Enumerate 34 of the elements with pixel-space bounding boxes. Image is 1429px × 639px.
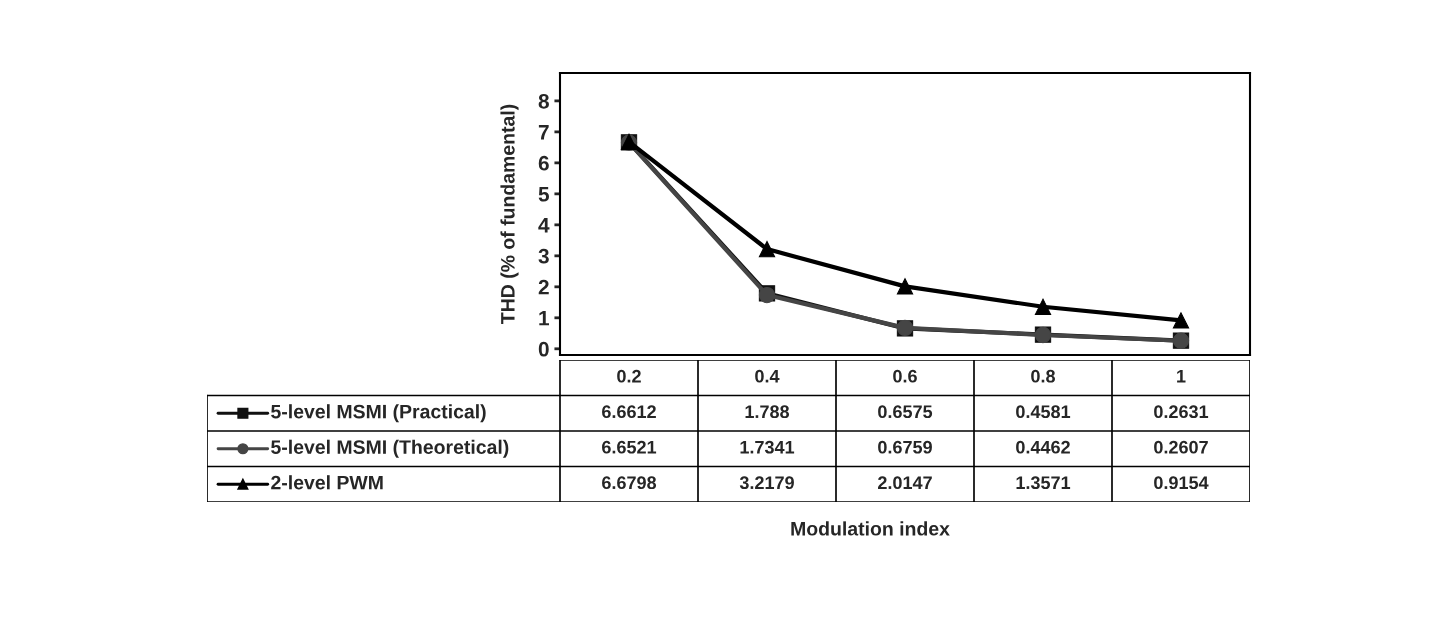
y-tick-label: 6 [538, 155, 549, 171]
y-axis-title: THD (% of fundamental) [500, 104, 519, 324]
y-tick-label: 1 [539, 311, 549, 326]
data-label: 3.2179 [739, 476, 794, 490]
data-label: 0.2607 [1154, 440, 1208, 454]
x-tick-label: 0.6 [893, 369, 917, 383]
data-label: 0.4462 [1016, 440, 1070, 454]
data-label: 1.7341 [740, 440, 795, 454]
data-label: 0.2631 [1154, 405, 1209, 419]
data-label: 6.6521 [602, 440, 657, 454]
text: Modulation index [791, 521, 950, 536]
x-tick-label: 1 [1177, 370, 1186, 383]
data-label: 0.4581 [1016, 405, 1071, 419]
data-label: 0.6575 [878, 405, 933, 419]
legend-label: 5-level MSMI (Theoretical) [271, 439, 509, 458]
y-tick-label: 3 [538, 248, 549, 264]
data-label: 1.788 [745, 405, 790, 419]
data-label: 0.9154 [1154, 476, 1209, 490]
data-label: 1.3571 [1016, 476, 1071, 490]
data-label: 6.6612 [602, 405, 656, 419]
data-label: 0.6759 [878, 440, 932, 454]
y-tick-label: 2 [538, 279, 549, 295]
legend-label: 2-level PWM [271, 475, 383, 490]
y-tick-label: 7 [538, 125, 549, 140]
data-label: 2.0147 [878, 476, 932, 490]
y-tick-label: 4 [538, 218, 550, 233]
x-tick-label: 0.2 [617, 369, 641, 383]
legend-label: 5-level MSMI (Practical) [271, 404, 486, 423]
x-tick-label: 0.4 [755, 369, 780, 383]
y-tick-label: 5 [538, 187, 549, 202]
y-tick-label: 0 [538, 341, 549, 357]
data-label: 6.6798 [602, 476, 657, 490]
x-tick-label: 0.8 [1031, 369, 1055, 383]
y-tick-label: 8 [538, 93, 549, 109]
